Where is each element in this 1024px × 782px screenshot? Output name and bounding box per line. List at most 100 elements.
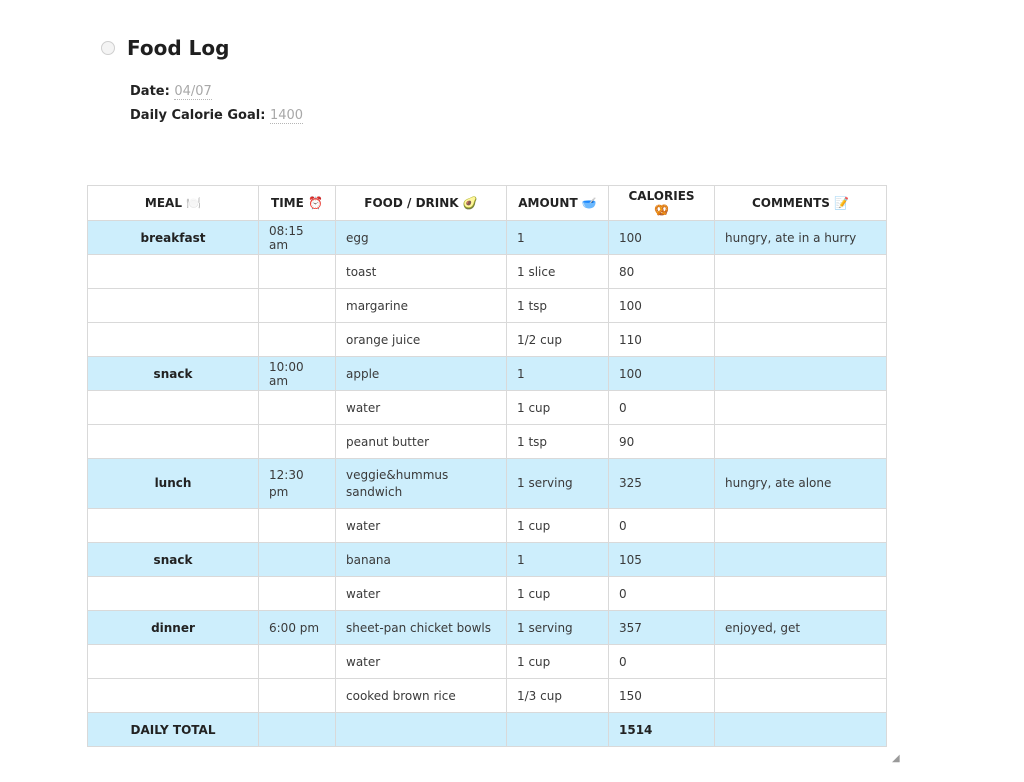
date-row: Date: 04/07 (130, 84, 212, 100)
table-row: peanut butter 1 tsp 90 (87, 424, 887, 459)
food-cell[interactable]: margarine (335, 288, 507, 323)
calories-cell[interactable]: 105 (608, 542, 715, 577)
comments-cell[interactable] (714, 356, 887, 391)
amount-cell[interactable]: 1 (506, 220, 609, 255)
daily-total-calories: 1514 (608, 712, 715, 747)
calories-cell[interactable]: 80 (608, 254, 715, 289)
food-cell[interactable]: water (335, 508, 507, 543)
meal-cell[interactable] (87, 322, 259, 357)
time-cell[interactable] (258, 288, 336, 323)
food-cell[interactable]: veggie&hummus sandwich (335, 458, 507, 509)
comments-cell[interactable]: hungry, ate in a hurry (714, 220, 887, 255)
calorie-goal-value[interactable]: 1400 (269, 108, 304, 124)
time-cell[interactable] (258, 678, 336, 713)
time-cell[interactable]: 10:00 am (258, 356, 336, 391)
table-row: snack 10:00 am apple 1 100 (87, 356, 887, 391)
food-cell[interactable]: egg (335, 220, 507, 255)
calories-cell[interactable]: 325 (608, 458, 715, 509)
amount-cell[interactable]: 1/2 cup (506, 322, 609, 357)
amount-cell[interactable]: 1 cup (506, 390, 609, 425)
amount-cell[interactable]: 1 serving (506, 610, 609, 645)
comments-cell[interactable]: enjoyed, get (714, 610, 887, 645)
amount-cell[interactable]: 1 cup (506, 576, 609, 611)
calories-cell[interactable]: 0 (608, 644, 715, 679)
calories-cell[interactable]: 0 (608, 390, 715, 425)
amount-cell[interactable]: 1 (506, 356, 609, 391)
meal-cell[interactable]: snack (87, 356, 259, 391)
table-row: toast 1 slice 80 (87, 254, 887, 289)
time-cell[interactable]: 6:00 pm (258, 610, 336, 645)
comments-cell[interactable] (714, 254, 887, 289)
comments-cell[interactable] (714, 288, 887, 323)
calories-cell[interactable]: 110 (608, 322, 715, 357)
calories-cell[interactable]: 0 (608, 576, 715, 611)
meal-cell[interactable] (87, 254, 259, 289)
calories-cell[interactable]: 0 (608, 508, 715, 543)
comments-cell[interactable] (714, 424, 887, 459)
meal-cell[interactable]: dinner (87, 610, 259, 645)
circle-icon[interactable] (101, 41, 115, 55)
page-header: Food Log (101, 36, 229, 60)
table-row: breakfast 08:15 am egg 1 100 hungry, ate… (87, 220, 887, 255)
food-cell[interactable]: toast (335, 254, 507, 289)
time-cell[interactable]: 12:30 pm (258, 458, 336, 509)
calories-cell[interactable]: 150 (608, 678, 715, 713)
calorie-goal-label: Daily Calorie Goal: (130, 108, 266, 123)
food-cell[interactable]: apple (335, 356, 507, 391)
comments-cell[interactable] (714, 322, 887, 357)
food-cell[interactable]: orange juice (335, 322, 507, 357)
amount-cell[interactable]: 1 (506, 542, 609, 577)
meal-cell[interactable]: breakfast (87, 220, 259, 255)
meal-cell[interactable]: lunch (87, 458, 259, 509)
calories-cell[interactable]: 90 (608, 424, 715, 459)
resize-handle-icon[interactable]: ◢ (892, 753, 900, 764)
comments-cell[interactable] (714, 542, 887, 577)
food-cell[interactable]: water (335, 576, 507, 611)
date-value[interactable]: 04/07 (174, 84, 212, 100)
table-row: snack banana 1 105 (87, 542, 887, 577)
food-cell[interactable]: banana (335, 542, 507, 577)
amount-cell[interactable]: 1 slice (506, 254, 609, 289)
comments-cell[interactable] (714, 508, 887, 543)
meal-cell[interactable] (87, 644, 259, 679)
food-cell[interactable]: water (335, 390, 507, 425)
calories-cell[interactable]: 100 (608, 288, 715, 323)
comments-cell[interactable]: hungry, ate alone (714, 458, 887, 509)
amount-cell[interactable]: 1/3 cup (506, 678, 609, 713)
daily-total-row: DAILY TOTAL 1514 (87, 712, 887, 747)
calories-cell[interactable]: 100 (608, 220, 715, 255)
food-cell[interactable]: peanut butter (335, 424, 507, 459)
meal-cell[interactable] (87, 576, 259, 611)
amount-cell[interactable]: 1 cup (506, 644, 609, 679)
time-cell[interactable]: 08:15 am (258, 220, 336, 255)
amount-cell[interactable]: 1 serving (506, 458, 609, 509)
time-cell[interactable] (258, 254, 336, 289)
meal-cell[interactable] (87, 288, 259, 323)
time-cell[interactable] (258, 390, 336, 425)
amount-cell[interactable]: 1 tsp (506, 424, 609, 459)
comments-cell[interactable] (714, 390, 887, 425)
time-cell[interactable] (258, 424, 336, 459)
comments-cell[interactable] (714, 644, 887, 679)
time-cell[interactable] (258, 644, 336, 679)
meal-cell[interactable] (87, 390, 259, 425)
comments-cell[interactable] (714, 678, 887, 713)
amount-cell[interactable]: 1 tsp (506, 288, 609, 323)
amount-cell[interactable]: 1 cup (506, 508, 609, 543)
table-row: cooked brown rice 1/3 cup 150 (87, 678, 887, 713)
comments-cell[interactable] (714, 576, 887, 611)
calories-cell[interactable]: 100 (608, 356, 715, 391)
time-cell[interactable] (258, 576, 336, 611)
time-cell[interactable] (258, 508, 336, 543)
food-cell[interactable]: water (335, 644, 507, 679)
time-cell[interactable] (258, 542, 336, 577)
meal-cell[interactable]: snack (87, 542, 259, 577)
meal-cell[interactable] (87, 508, 259, 543)
meal-cell[interactable] (87, 424, 259, 459)
meal-cell[interactable] (87, 678, 259, 713)
calories-cell[interactable]: 357 (608, 610, 715, 645)
food-cell[interactable]: sheet-pan chicket bowls (335, 610, 507, 645)
time-cell[interactable] (258, 322, 336, 357)
table-row: water 1 cup 0 (87, 644, 887, 679)
food-cell[interactable]: cooked brown rice (335, 678, 507, 713)
